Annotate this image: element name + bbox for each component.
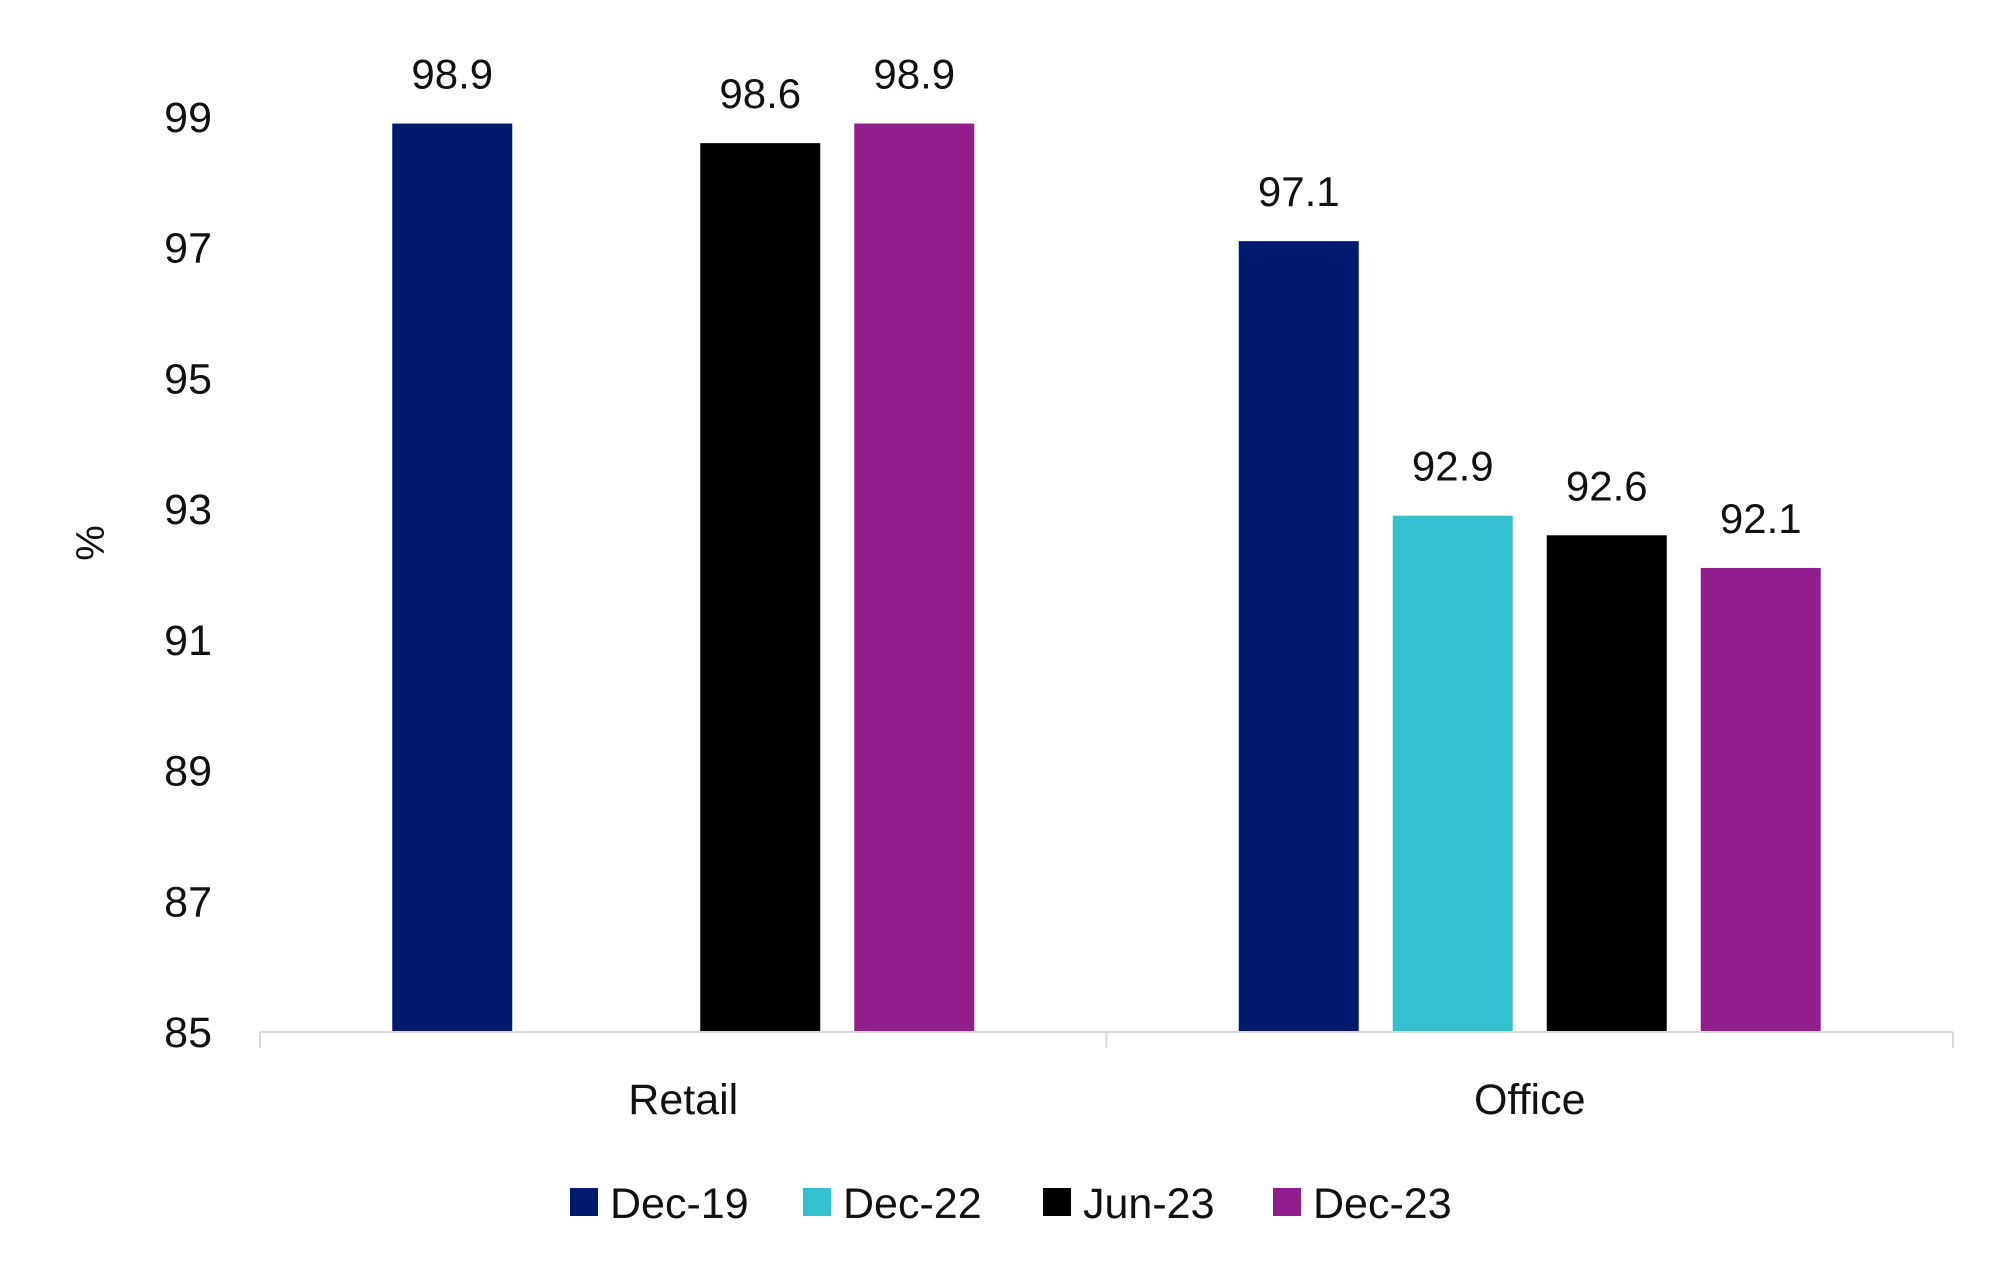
bar-value-label: 92.9 bbox=[1412, 443, 1494, 490]
bars-group bbox=[392, 123, 1821, 1033]
bar bbox=[854, 123, 975, 1033]
legend-swatch bbox=[570, 1188, 598, 1216]
bar bbox=[1700, 567, 1821, 1032]
legend-item[interactable]: Jun-23 bbox=[1043, 1180, 1214, 1228]
y-axis-label: % bbox=[69, 525, 113, 561]
bar bbox=[392, 123, 513, 1033]
bar bbox=[700, 143, 821, 1033]
y-tick-label: 85 bbox=[164, 1009, 212, 1057]
legend-swatch bbox=[1273, 1188, 1301, 1216]
y-tick-label: 99 bbox=[164, 94, 212, 142]
y-tick-label: 97 bbox=[164, 225, 212, 273]
bar-value-label: 98.9 bbox=[411, 51, 493, 98]
y-tick-label: 93 bbox=[164, 486, 212, 534]
legend-label: Jun-23 bbox=[1083, 1180, 1214, 1228]
y-tick-label: 87 bbox=[164, 878, 212, 926]
y-tick-label: 95 bbox=[164, 355, 212, 403]
bar-value-label: 97.1 bbox=[1258, 168, 1340, 215]
y-tick-label: 89 bbox=[164, 748, 212, 796]
bar-value-labels: 98.9 98.6 98.9 97.1 92.9 92.6 92.1 bbox=[411, 51, 1801, 542]
x-axis: Retail Office bbox=[259, 1031, 1954, 1124]
legend-item[interactable]: Dec-23 bbox=[1273, 1180, 1452, 1228]
y-tick-label: 91 bbox=[164, 617, 212, 665]
bar bbox=[1392, 515, 1513, 1032]
bar-value-label: 92.1 bbox=[1720, 495, 1802, 542]
bar-value-label: 98.9 bbox=[873, 51, 955, 98]
legend-label: Dec-23 bbox=[1313, 1180, 1452, 1228]
x-category-label: Retail bbox=[628, 1076, 738, 1124]
bar bbox=[1238, 241, 1359, 1032]
y-axis: 85 87 89 91 93 95 97 99 bbox=[164, 94, 212, 1057]
legend-swatch bbox=[1043, 1188, 1071, 1216]
bar-value-label: 98.6 bbox=[719, 70, 801, 117]
legend-item[interactable]: Dec-22 bbox=[803, 1180, 982, 1228]
bar bbox=[1546, 535, 1667, 1032]
legend-swatch bbox=[803, 1188, 831, 1216]
legend-label: Dec-19 bbox=[610, 1180, 749, 1228]
legend-item[interactable]: Dec-19 bbox=[570, 1180, 749, 1228]
x-category-label: Office bbox=[1474, 1076, 1586, 1124]
bar-value-label: 92.6 bbox=[1566, 462, 1648, 509]
legend[interactable]: Dec-19 Dec-22 Jun-23 Dec-23 bbox=[570, 1180, 1452, 1228]
legend-label: Dec-22 bbox=[843, 1180, 982, 1228]
